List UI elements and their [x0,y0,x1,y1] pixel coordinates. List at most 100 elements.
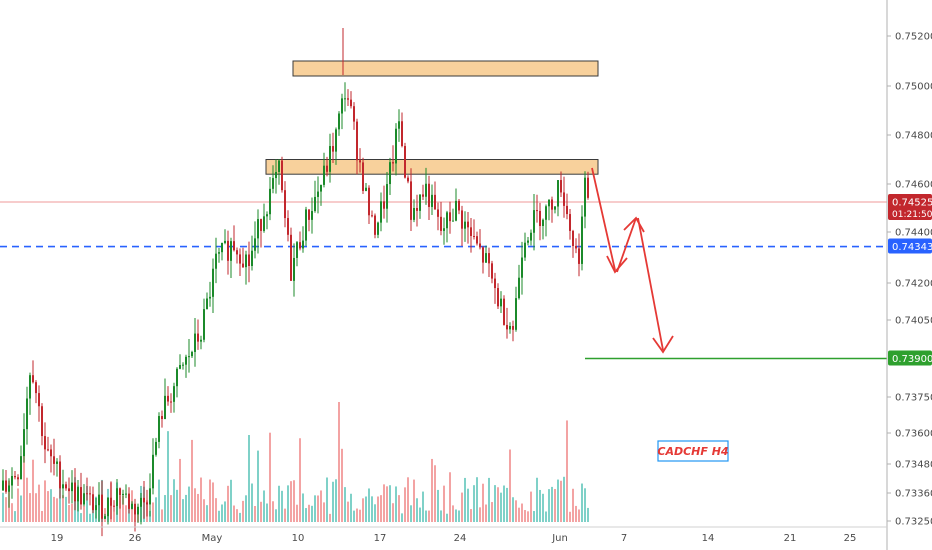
volume-bar [542,493,544,522]
candle-body [494,278,496,289]
candle-body [509,325,511,330]
candle-body [92,494,94,511]
candle-body [272,178,274,189]
candle-body [368,187,370,216]
volume-bar [440,510,442,522]
candle-body [26,398,28,430]
candle-body [17,477,19,480]
candle-body [554,206,556,210]
arrow-head-2 [623,216,645,233]
candle-body [101,494,103,519]
volume-bar [185,494,187,522]
candle-body [572,230,574,247]
volume-bar [71,503,73,522]
candle-body [374,215,376,235]
volume-bar [386,486,388,522]
candle-body [113,505,115,507]
volume-bar [587,507,589,522]
volume-bar [452,505,454,522]
volume-bar [26,477,28,522]
volume-bar [365,496,367,522]
volume-bar [446,513,448,522]
candle-body [332,146,334,152]
candle-body [236,250,238,255]
candle-body [281,160,283,191]
candle-body [89,493,91,495]
candle-body [527,240,529,243]
candle-body [575,246,577,249]
volume-bar [32,459,34,522]
time-tick-label: Jun [551,533,568,544]
volume-bar [368,488,370,522]
candle-body [80,487,82,505]
candle-body [194,333,196,352]
candle-body [314,196,316,212]
candle-body [347,98,349,100]
time-tick-label: 10 [292,533,305,544]
volume-bar [38,484,40,522]
volume-bar [536,477,538,522]
volume-bar [449,472,451,522]
candle-body [191,351,193,357]
candle-body [566,205,568,215]
candle-body [536,210,538,212]
volume-bar [392,503,394,522]
volume-bar [575,505,577,522]
arrow-down-2 [637,217,664,351]
volume-bar [254,506,256,522]
candle-body [464,221,466,229]
candle-body [386,184,388,209]
volume-bar [215,498,217,522]
candle-body [308,209,310,220]
volume-bar [47,491,49,522]
volume-bar [347,501,349,522]
candle-body [212,268,214,297]
candle-body [458,200,460,211]
volume-bar [362,498,364,522]
candle-body [185,356,187,365]
volume-bar [395,486,397,522]
candle-body [524,242,526,258]
volume-bar [239,512,241,522]
volume-bar [56,498,58,522]
volume-bar [251,483,253,522]
volume-bar [425,510,427,522]
volume-bar [581,483,583,522]
candle-body [350,99,352,107]
volume-bar [53,496,55,522]
time-tick-label: 25 [844,533,857,544]
volume-bar [530,491,532,522]
candle-body [170,401,172,403]
time-tick-label: May [202,533,223,544]
candle-body [377,222,379,235]
volume-bar [380,495,382,522]
candle-body [515,298,517,330]
volume-bar [113,510,115,522]
candle-body [341,98,343,114]
candle-body [539,210,541,227]
volume-bar [470,509,472,522]
candle-body [356,121,358,161]
volume-bar [122,495,124,522]
candle-body [551,199,553,210]
candle-body [83,493,85,505]
candle-body [401,121,403,147]
symbol-label-group: CADCHF H4 [657,440,729,462]
candle-body [182,364,184,366]
candle-body [284,190,286,219]
volume-bar [5,497,7,522]
time-tick-label: 17 [374,533,387,544]
volume-bar [500,492,502,522]
volume-bar [293,480,295,522]
candle-body [389,162,391,185]
volume-bar [404,487,406,522]
resistance-zone-2 [265,159,599,175]
candle-body [50,449,52,457]
